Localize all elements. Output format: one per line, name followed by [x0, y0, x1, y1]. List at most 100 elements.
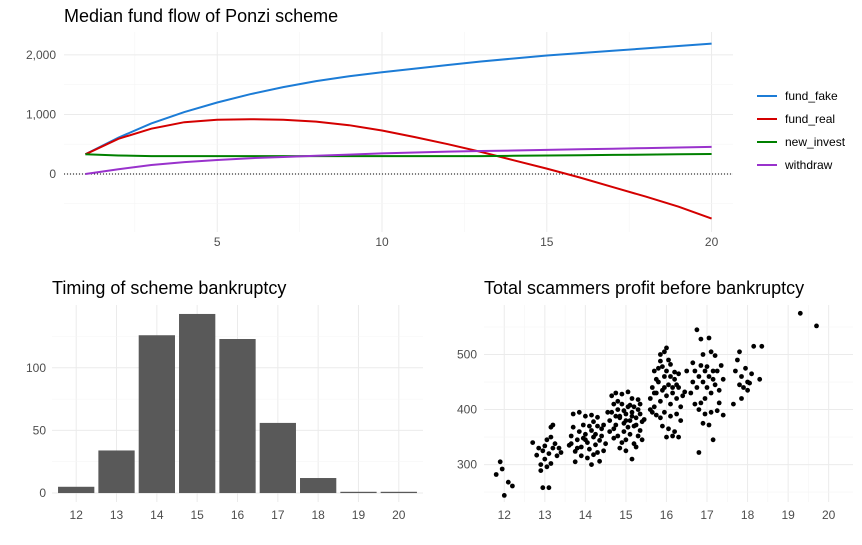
scatter-point — [757, 376, 763, 382]
scatter-point — [625, 389, 631, 395]
scatter-point — [668, 413, 673, 419]
scatter-point — [698, 336, 704, 342]
x-tick-label: 20 — [392, 508, 406, 522]
scatter-point — [627, 418, 633, 423]
scatter-point — [597, 458, 602, 464]
legend-label-new-invest: new_invest — [785, 135, 846, 149]
scatter-point — [666, 382, 671, 388]
scatter-point — [714, 408, 720, 414]
y-tick-label: 400 — [457, 403, 477, 417]
scatter-point — [676, 434, 681, 440]
series-line-fund-real — [84, 118, 712, 220]
scatter-point — [611, 401, 617, 407]
profit-y-axis: 300 400 500 — [457, 348, 477, 472]
scatter-point — [702, 396, 708, 401]
scatter-point — [651, 390, 657, 396]
scatter-point — [662, 349, 667, 355]
scatter-point — [656, 365, 661, 371]
x-tick-label: 15 — [190, 508, 204, 522]
scatter-point — [550, 445, 556, 451]
scatter-point — [706, 335, 712, 341]
scatter-point — [607, 429, 613, 434]
scatter-point — [625, 424, 631, 430]
scatter-point — [631, 404, 637, 410]
x-tick-label: 12 — [498, 508, 512, 522]
scatter-point — [595, 414, 600, 420]
scatter-point — [710, 437, 716, 443]
scatter-point — [611, 426, 617, 432]
scatter-point — [658, 352, 663, 357]
scatter-point — [629, 396, 635, 401]
scatter-point — [623, 437, 629, 443]
scatter-point — [556, 445, 562, 451]
scatter-point — [597, 438, 602, 443]
scatter-point — [684, 368, 690, 374]
scatter-point — [499, 466, 505, 472]
scatter-point — [670, 385, 675, 390]
scatter-point — [505, 479, 511, 485]
bar-12 — [58, 486, 95, 494]
scatter-point — [680, 393, 686, 399]
x-tick-label: 12 — [70, 508, 84, 522]
scatter-point — [716, 400, 722, 406]
scatter-point — [613, 413, 619, 419]
scatter-point — [710, 376, 716, 382]
scatter-point — [662, 409, 667, 415]
scatter-point — [619, 440, 625, 445]
scatter-point — [623, 418, 629, 423]
scatter-point — [737, 349, 742, 355]
scatter-point — [666, 357, 671, 363]
scatter-point — [570, 424, 576, 430]
scatter-point — [530, 440, 536, 445]
scatter-point — [585, 455, 590, 461]
scatter-point — [660, 364, 665, 369]
scatter-point — [670, 433, 675, 439]
bar-14 — [138, 335, 175, 494]
x-tick-label: 19 — [781, 508, 795, 522]
fund-flow-panel: Median fund flow of Ponzi scheme 0 1,000 2… — [26, 6, 846, 249]
scatter-point — [660, 423, 665, 429]
scatter-point — [615, 398, 621, 404]
scatter-point — [544, 437, 550, 443]
scatter-point — [613, 390, 619, 396]
scatter-point — [546, 451, 552, 456]
x-tick-label: 17 — [271, 508, 285, 522]
scatter-point — [542, 443, 548, 449]
scatter-point — [570, 411, 576, 417]
bar-15 — [179, 313, 216, 494]
scatter-point — [704, 385, 710, 390]
scatter-point — [708, 349, 714, 355]
scatter-point — [574, 437, 580, 443]
scatter-point — [692, 401, 698, 407]
scatter-point — [591, 419, 596, 425]
bankruptcy-y-axis: 0 50 100 — [26, 361, 46, 500]
legend-label-fund-real: fund_real — [785, 112, 835, 126]
scatter-point — [536, 445, 542, 451]
scatter-point — [658, 358, 663, 364]
x-tick-label: 13 — [110, 508, 124, 522]
x-tick-label: 16 — [231, 508, 245, 522]
scatter-point — [611, 435, 617, 441]
scatter-point — [546, 485, 552, 491]
scatter-point — [696, 374, 702, 379]
scatter-point — [599, 426, 604, 432]
scatter-point — [583, 413, 588, 419]
scatter-point — [664, 345, 669, 351]
fund-flow-series-lines — [84, 42, 712, 220]
scatter-point — [637, 428, 643, 433]
bar-17 — [259, 422, 296, 494]
bankruptcy-x-axis: 12 13 14 15 16 17 18 19 20 — [70, 508, 406, 522]
scatter-point — [615, 433, 621, 439]
scatter-point — [593, 431, 598, 437]
scatter-point — [637, 411, 643, 417]
scatter-point — [749, 371, 754, 377]
scatter-point — [580, 422, 586, 428]
scatter-point — [637, 401, 643, 407]
scatter-point — [708, 390, 714, 396]
fund-flow-title: Median fund flow of Ponzi scheme — [64, 6, 338, 26]
bankruptcy-timing-title: Timing of scheme bankruptcy — [52, 278, 286, 298]
scatter-point — [702, 411, 708, 417]
scatter-point — [633, 415, 639, 421]
scatter-point — [678, 404, 684, 410]
